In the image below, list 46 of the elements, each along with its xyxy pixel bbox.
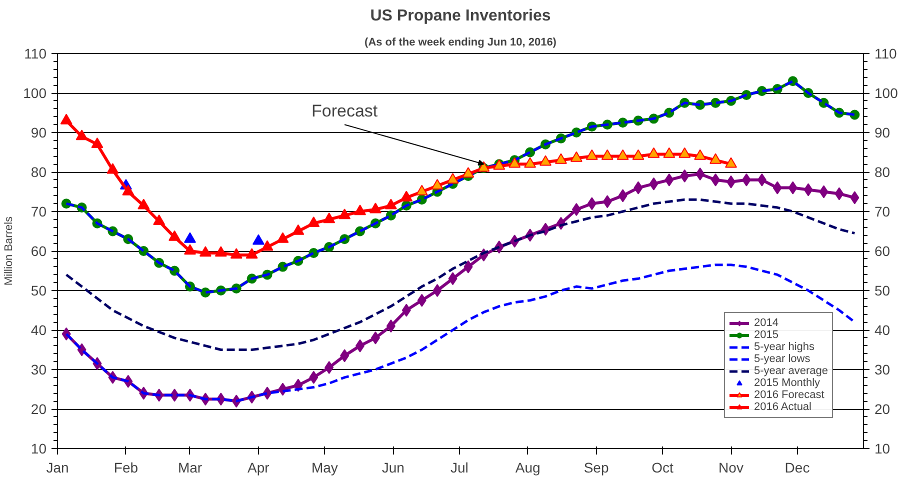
y2-tick-label: 80	[874, 164, 890, 180]
x-tick-label: May	[311, 460, 338, 476]
y-tick-label: 60	[30, 243, 47, 259]
x-tick-label: Sep	[584, 460, 609, 476]
y2-tick-label: 10	[874, 440, 890, 456]
x-tick-label: Jan	[46, 460, 69, 476]
y2-tick-label: 60	[874, 243, 890, 259]
legend-label: 5-year highs	[754, 341, 815, 353]
x-tick-label: Jul	[450, 460, 468, 476]
x-tick-label: Feb	[114, 460, 138, 476]
x-tick-label: Apr	[248, 460, 270, 476]
y-tick-label: 110	[24, 46, 47, 62]
x-tick-label: Jun	[382, 460, 404, 476]
x-tick-label: Nov	[718, 460, 744, 476]
y2-tick-label: 20	[874, 401, 890, 417]
y2-tick-label: 100	[874, 85, 898, 101]
chart-subtitle: (As of the week ending Jun 10, 2016)	[364, 36, 557, 48]
x-tick-label: Aug	[515, 460, 540, 476]
y2-tick-label: 30	[874, 362, 890, 378]
y2-tick-label: 70	[874, 204, 890, 220]
legend-label: 2016 Actual	[754, 401, 812, 413]
chart-title: US Propane Inventories	[370, 8, 551, 24]
y-tick-label: 50	[30, 282, 47, 298]
y-tick-label: 100	[23, 85, 47, 101]
legend-label: 5-year lows	[754, 353, 810, 365]
y-tick-label: 40	[30, 322, 47, 338]
y2-tick-label: 50	[874, 282, 890, 298]
x-tick-label: Oct	[652, 460, 674, 476]
y-tick-label: 70	[30, 204, 47, 220]
y-axis-title: Million Barrels	[3, 216, 16, 286]
y2-tick-label: 90	[874, 124, 890, 140]
y-tick-label: 90	[30, 124, 47, 140]
x-tick-label: Mar	[178, 460, 202, 476]
legend-label: 2015	[754, 329, 778, 341]
y2-tick-label: 40	[874, 322, 890, 338]
legend-label: 2014	[754, 317, 778, 329]
y-tick-label: 30	[30, 362, 47, 378]
y-tick-label: 20	[30, 401, 47, 417]
legend-label: 2015 Monthly	[754, 377, 820, 389]
annotation: Forecast	[312, 102, 378, 121]
x-tick-label: Dec	[784, 460, 810, 476]
legend-label: 2016 Forecast	[754, 389, 824, 401]
y2-tick-label: 110	[874, 46, 898, 62]
legend-label: 5-year average	[754, 365, 828, 377]
y-tick-label: 80	[30, 164, 47, 180]
y-tick-label: 10	[30, 440, 47, 456]
